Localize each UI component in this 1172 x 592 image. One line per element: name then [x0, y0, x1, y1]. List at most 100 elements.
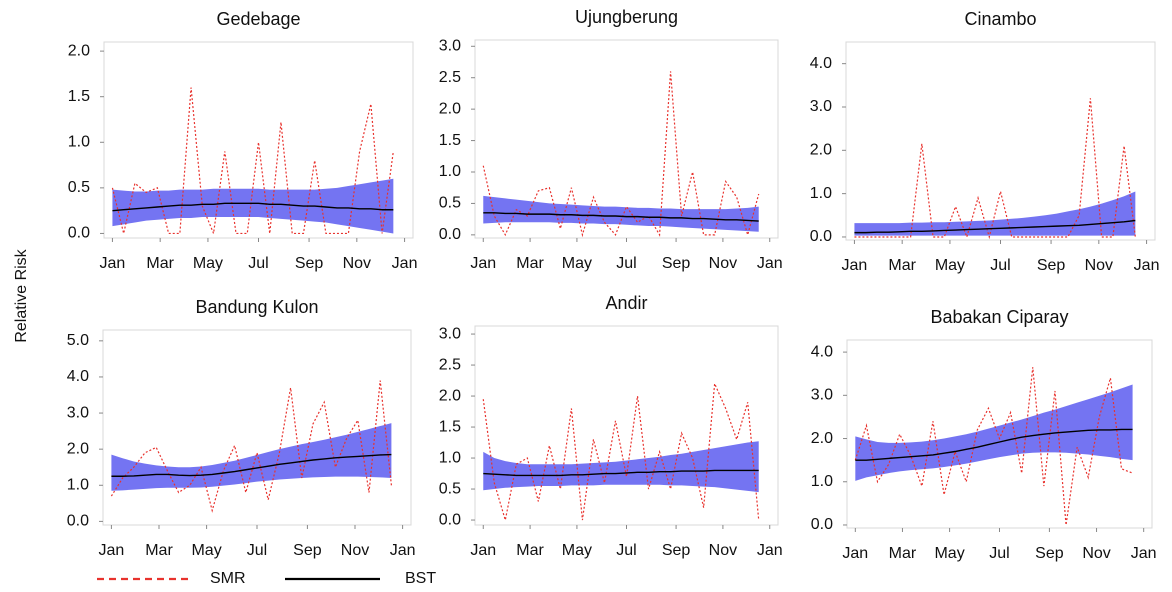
credible-band	[854, 191, 1136, 236]
x-tick-label: Jul	[616, 255, 636, 272]
y-tick-label: 3.0	[439, 325, 461, 342]
x-tick-label: Mar	[516, 255, 544, 272]
x-tick-label: May	[193, 255, 223, 272]
y-tick-label: 0.0	[439, 511, 461, 528]
y-tick-label: 3.0	[67, 404, 89, 421]
y-tick-label: 1.5	[439, 418, 461, 435]
y-tick-label: 0.0	[68, 225, 90, 242]
y-tick-label: 2.5	[439, 69, 461, 86]
x-tick-label: May	[562, 255, 592, 272]
smr-line	[854, 367, 1133, 526]
y-tick-label: 0.5	[68, 179, 90, 196]
x-tick-label: Jan	[757, 255, 783, 272]
smr-line	[482, 381, 760, 521]
y-tick-label: 5.0	[67, 332, 89, 349]
panel-title: Cinambo	[964, 9, 1036, 29]
y-tick-label: 3.0	[810, 98, 832, 115]
y-tick-label: 1.0	[439, 163, 461, 180]
y-tick-label: 2.0	[439, 387, 461, 404]
x-tick-label: Nov	[1085, 257, 1113, 274]
bst-line	[112, 202, 394, 212]
y-tick-label: 1.0	[68, 133, 90, 150]
x-tick-label: Sep	[295, 255, 324, 272]
x-tick-label: Sep	[1037, 257, 1066, 274]
y-tick-label: 2.0	[810, 142, 832, 159]
x-tick-label: Sep	[662, 255, 691, 272]
y-tick-label: 3.0	[439, 38, 461, 55]
x-tick-label: Jan	[390, 542, 416, 559]
bst-line	[483, 469, 759, 477]
y-tick-label: 4.0	[810, 55, 832, 72]
y-tick-label: 2.0	[68, 42, 90, 59]
x-tick-label: Jan	[392, 255, 418, 272]
smr-line	[482, 71, 760, 238]
x-tick-label: Nov	[341, 542, 369, 559]
x-tick-label: Nov	[1082, 545, 1110, 562]
y-tick-label: 1.0	[67, 476, 89, 493]
x-tick-label: Mar	[145, 542, 173, 559]
smr-line	[110, 380, 392, 513]
x-tick-label: Jul	[247, 542, 267, 559]
bst-line	[854, 219, 1136, 234]
panel-title: Ujungberung	[575, 7, 678, 27]
x-tick-label: Mar	[889, 545, 917, 562]
credible-band	[483, 195, 759, 232]
y-tick-label: 1.5	[68, 88, 90, 105]
panel-title: Andir	[605, 293, 647, 313]
y-tick-label: 4.0	[811, 343, 833, 360]
x-tick-label: Jan	[100, 255, 126, 272]
bst-line	[111, 453, 392, 477]
legend-label: SMR	[210, 570, 246, 587]
x-tick-label: Jan	[1134, 257, 1160, 274]
x-tick-label: May	[562, 542, 592, 559]
credible-band	[483, 441, 759, 493]
panel-title: Bandung Kulon	[195, 297, 318, 317]
x-tick-label: Jan	[1131, 545, 1157, 562]
x-tick-label: Jul	[616, 542, 636, 559]
credible-band	[855, 384, 1133, 481]
x-tick-label: Sep	[293, 542, 322, 559]
y-tick-label: 0.5	[439, 195, 461, 212]
y-tick-label: 1.0	[810, 185, 832, 202]
smr-line	[854, 98, 1136, 240]
panel-title: Gedebage	[216, 9, 300, 29]
x-tick-label: Jan	[757, 542, 783, 559]
y-tick-label: 3.0	[811, 387, 833, 404]
x-tick-label: Jul	[248, 255, 268, 272]
bst-line	[483, 212, 759, 222]
y-tick-label: 1.0	[811, 473, 833, 490]
x-tick-label: Mar	[146, 255, 174, 272]
y-axis-label: Relative Risk	[13, 248, 30, 342]
legend-label: BST	[405, 570, 436, 587]
y-tick-label: 0.0	[810, 228, 832, 245]
x-tick-label: Sep	[1035, 545, 1064, 562]
x-tick-label: Jan	[842, 257, 868, 274]
x-tick-label: Jul	[989, 545, 1009, 562]
x-tick-label: Nov	[343, 255, 371, 272]
credible-band	[111, 423, 392, 491]
bst-line	[855, 428, 1133, 461]
y-tick-label: 0.0	[811, 516, 833, 533]
x-tick-label: Jan	[470, 255, 496, 272]
x-tick-label: Mar	[888, 257, 916, 274]
x-tick-label: Jan	[99, 542, 125, 559]
y-tick-label: 0.0	[67, 513, 89, 530]
smr-line	[111, 87, 394, 236]
y-tick-label: 0.0	[439, 226, 461, 243]
x-tick-label: Jan	[470, 542, 496, 559]
plot-frame	[102, 329, 412, 526]
x-tick-label: May	[935, 257, 965, 274]
y-tick-label: 1.5	[439, 132, 461, 149]
y-tick-label: 2.0	[811, 430, 833, 447]
x-tick-label: Jul	[990, 257, 1010, 274]
plot-frame	[474, 325, 779, 526]
y-tick-label: 2.0	[67, 440, 89, 457]
x-tick-label: Mar	[516, 542, 544, 559]
y-tick-label: 2.0	[439, 100, 461, 117]
y-tick-label: 4.0	[67, 368, 89, 385]
x-tick-label: May	[191, 542, 221, 559]
x-tick-label: Nov	[709, 255, 737, 272]
y-tick-label: 1.0	[439, 449, 461, 466]
x-tick-label: Sep	[662, 542, 691, 559]
